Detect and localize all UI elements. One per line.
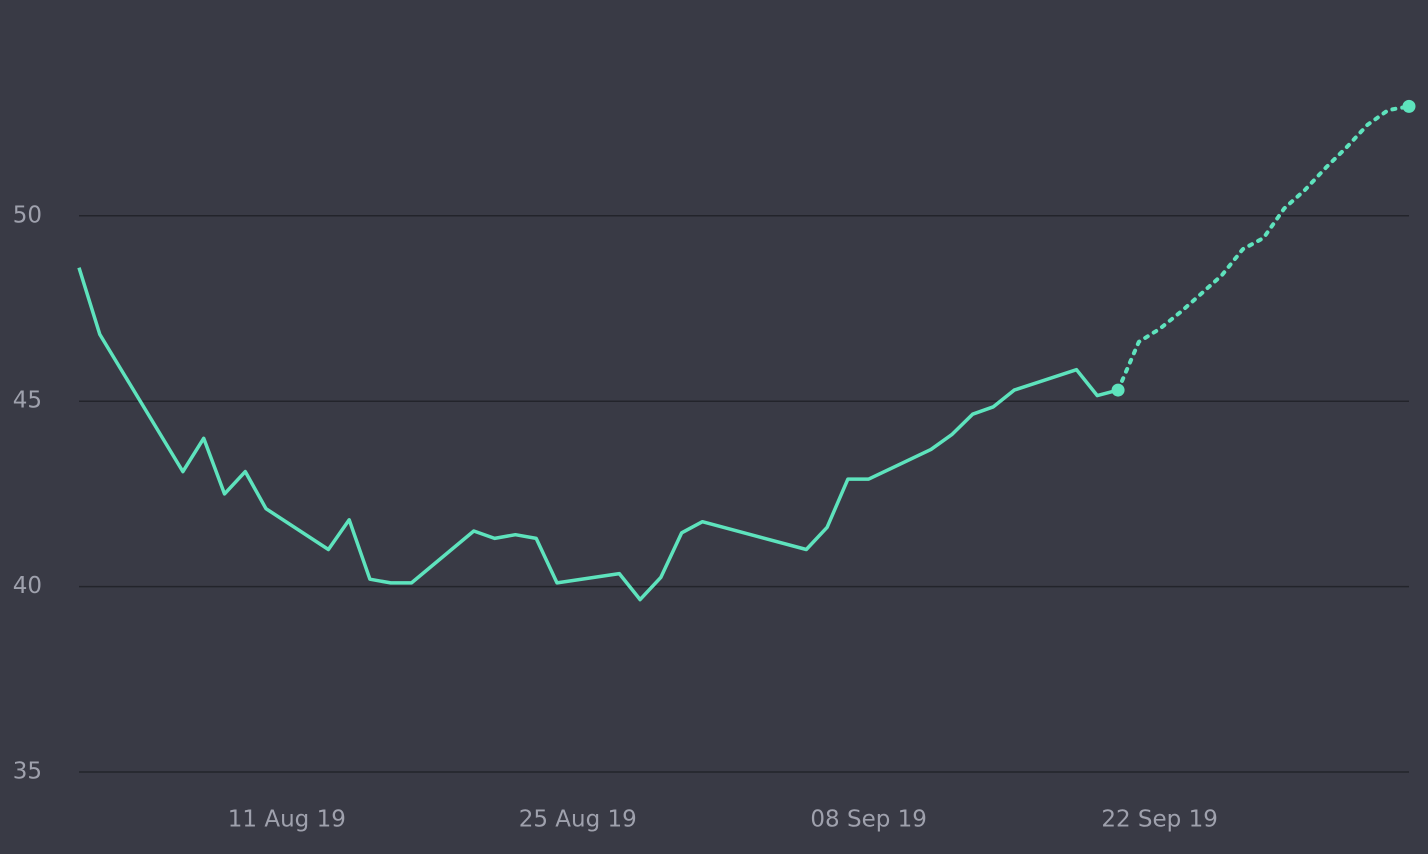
x-tick-label: 25 Aug 19	[519, 807, 637, 833]
x-tick-label: 22 Sep 19	[1101, 807, 1218, 833]
point-marker	[1402, 99, 1416, 113]
actual-series-line	[77, 267, 1119, 602]
point-marker	[1111, 383, 1125, 397]
series-layer	[77, 104, 1411, 602]
y-tick-label: 50	[13, 202, 42, 228]
forecast-series-line	[1116, 104, 1411, 393]
x-tick-label: 08 Sep 19	[810, 807, 927, 833]
y-tick-label: 35	[13, 759, 42, 785]
y-tick-label: 40	[13, 573, 42, 599]
x-tick-label: 11 Aug 19	[228, 807, 346, 833]
marker-layer	[1111, 99, 1416, 397]
x-axis: 11 Aug 19 25 Aug 19 08 Sep 19 22 Sep 19	[228, 807, 1218, 833]
y-axis: 35 40 45 50	[13, 202, 42, 784]
y-tick-label: 45	[13, 388, 42, 414]
grid-layer	[79, 215, 1409, 773]
